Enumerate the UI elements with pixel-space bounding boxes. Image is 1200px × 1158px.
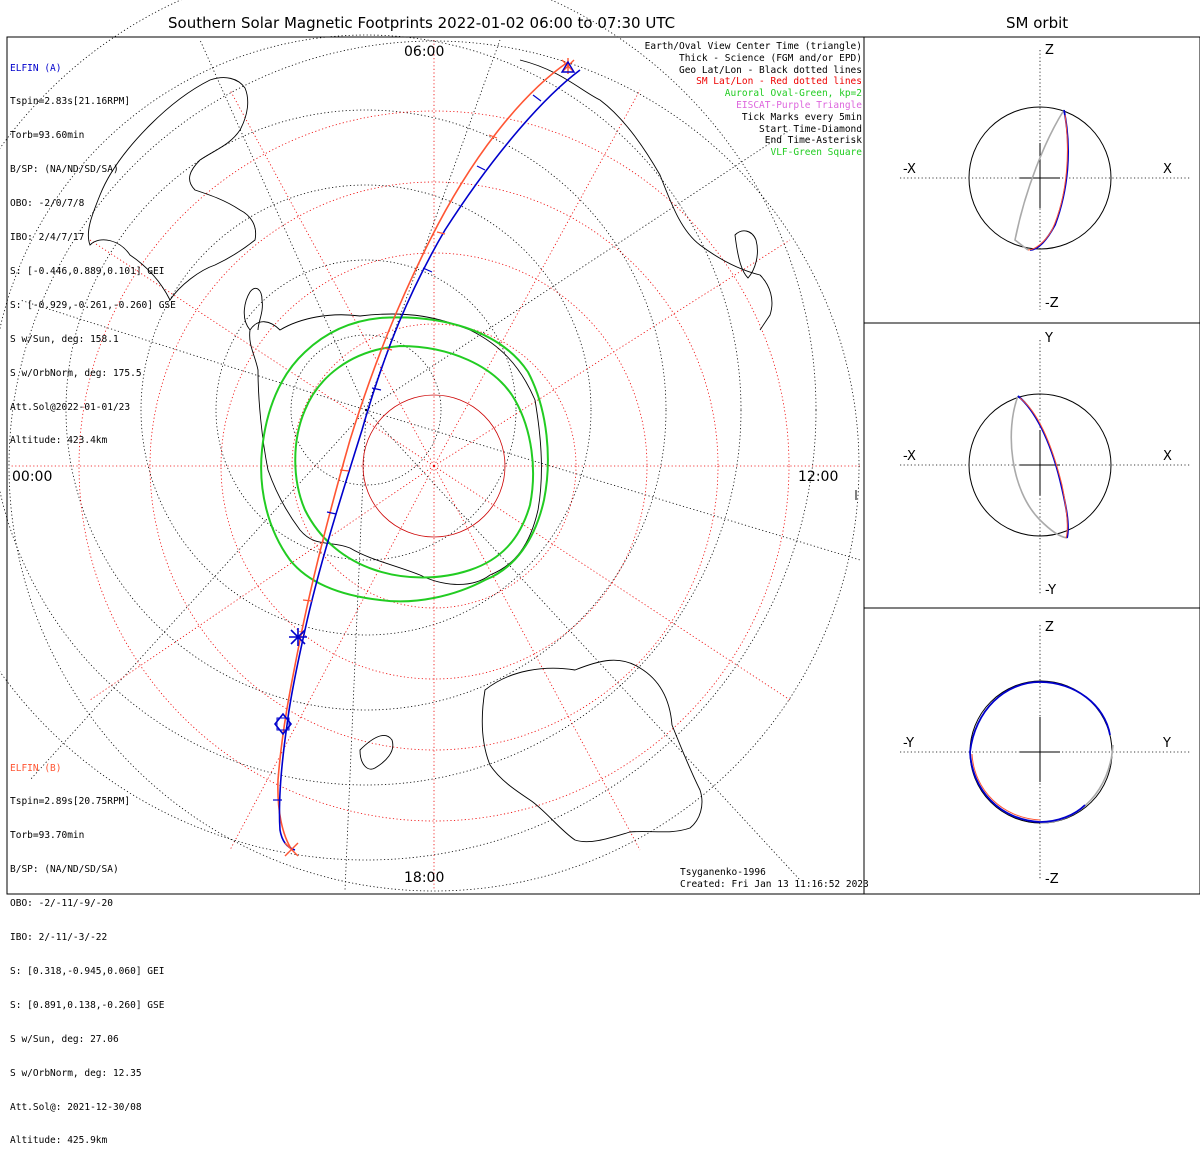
- australia: [481, 659, 703, 843]
- sat-a-info: ELFIN (A) Tspin=2.83s[21.16RPM] Torb=93.…: [10, 40, 176, 458]
- madagascar: [734, 230, 758, 279]
- orbit3-right-label: Y: [1163, 736, 1171, 751]
- sat-a-name: ELFIN (A): [10, 62, 62, 74]
- orbit3-top-label: Z: [1045, 620, 1054, 635]
- orbit2-bottom-label: -Y: [1045, 583, 1057, 598]
- map-rim: [8, 40, 860, 892]
- legend: Earth/Oval View Center Time (triangle) Th…: [645, 41, 862, 159]
- orbit-title: SM orbit: [1006, 14, 1069, 32]
- africa-east: [519, 59, 773, 331]
- sat-a-line: S: [-0.929,-0.261,-0.260] GSE: [10, 299, 176, 311]
- antarctica: [249, 313, 542, 585]
- legend-item: VLF-Green Square: [770, 147, 862, 159]
- legend-item: Geo Lat/Lon - Black dotted lines: [678, 64, 862, 76]
- orbit1-right-label: X: [1163, 162, 1172, 177]
- view-triangle-icon: [284, 60, 576, 857]
- orbit-frame: [863, 36, 1200, 895]
- auroral-oval-outer: [260, 316, 549, 603]
- auroral-ovals: [260, 316, 549, 603]
- elfin-a-track: [278, 69, 581, 851]
- model-credit: Tsyganenko-1996: [680, 867, 766, 878]
- sat-a-line: IBO: 2/4/7/17: [10, 232, 85, 244]
- legend-item: SM Lat/Lon - Red dotted lines: [696, 76, 862, 88]
- start-diamond-icon: [273, 712, 293, 736]
- sat-b-info: ELFIN (B) Tspin=2.89s[20.75RPM] Torb=93.…: [10, 740, 164, 1158]
- south-america: [87, 77, 257, 301]
- sat-a-line: OBO: -2/0/7/8: [10, 198, 85, 210]
- footprint-plot: [0, 0, 1200, 895]
- coastlines: [87, 59, 773, 843]
- legend-item: Start Time-Diamond: [759, 123, 862, 135]
- sat-a-line: Att.Sol@2022-01-01/23: [10, 401, 131, 413]
- orbit1-left-label: -X: [903, 162, 916, 177]
- orbit1-top-label: Z: [1045, 43, 1054, 58]
- sat-a-line: B/SP: (NA/ND/SD/SA): [10, 164, 119, 176]
- sat-b-line: Altitude: 425.9km: [10, 1135, 108, 1147]
- sat-b-name: ELFIN (B): [10, 762, 62, 774]
- orbit2-right-label: X: [1163, 449, 1172, 464]
- new-zealand: [359, 735, 394, 770]
- legend-item: Thick - Science (FGM and/or EPD): [678, 52, 862, 64]
- legend-item: EISCAT-Purple Triangle: [736, 99, 862, 111]
- time-label-left: 00:00: [12, 469, 53, 485]
- sat-b-line: Torb=93.70min: [10, 830, 85, 842]
- sat-b-line: S w/Sun, deg: 27.06: [10, 1033, 119, 1045]
- orbit-panel-yz: [900, 625, 1190, 880]
- sat-a-line: Torb=93.60min: [10, 130, 85, 142]
- sat-b-line: B/SP: (NA/ND/SD/SA): [10, 864, 119, 876]
- time-label-bottom: 18:00: [404, 870, 445, 886]
- orbit3-left-label: -Y: [903, 736, 915, 751]
- elfin-b-track: [277, 61, 569, 851]
- legend-item: Tick Marks every 5min: [741, 111, 862, 123]
- sat-b-line: Tspin=2.89s[20.75RPM]: [10, 796, 131, 808]
- sat-b-line: S: [0.318,-0.945,0.060] GEI: [10, 965, 165, 977]
- orbit2-left-label: -X: [903, 449, 916, 464]
- sat-b-line: S w/OrbNorm, deg: 12.35: [10, 1067, 142, 1079]
- orbit1-bottom-label: -Z: [1045, 296, 1059, 311]
- sat-a-line: Tspin=2.83s[21.16RPM]: [10, 96, 131, 108]
- credit: Tsyganenko-1996 Created: Fri Jan 13 11:1…: [680, 867, 869, 890]
- legend-item: Earth/Oval View Center Time (triangle): [644, 41, 862, 52]
- time-label-top: 06:00: [404, 44, 445, 60]
- sat-a-line: S w/Sun, deg: 158.1: [10, 333, 119, 345]
- sm-grid: [10, 40, 860, 890]
- sat-a-line: S: [-0.446,0.889,0.101] GEI: [10, 265, 165, 277]
- end-asterisk-icon: [289, 628, 307, 646]
- legend-item: Auroral Oval-Green, kp=2: [724, 88, 862, 100]
- orbit-panel-xy: [900, 340, 1190, 595]
- time-label-right: 12:00: [798, 469, 839, 485]
- orbit3-bottom-label: -Z: [1045, 872, 1059, 887]
- page-title: Southern Solar Magnetic Footprints 2022-…: [168, 14, 676, 32]
- created-date: Created: Fri Jan 13 11:16:52 2023: [680, 878, 869, 890]
- sat-b-line: S: [0.891,0.138,-0.260] GSE: [10, 999, 165, 1011]
- geo-grid: [0, 0, 861, 891]
- orbit-panel-xz: [900, 50, 1190, 310]
- sat-b-line: Att.Sol@: 2021-12-30/08: [10, 1101, 142, 1113]
- sat-a-line: Altitude: 423.4km: [10, 435, 108, 447]
- antarctic-peninsula: [243, 287, 263, 331]
- track-ticks: [273, 94, 542, 801]
- sat-b-line: IBO: 2/-11/-3/-22: [10, 932, 108, 944]
- sat-a-line: S w/OrbNorm, deg: 175.5: [10, 367, 142, 379]
- auroral-oval-inner: [294, 344, 535, 579]
- legend-item: End Time-Asterisk: [764, 135, 862, 147]
- orbit2-top-label: Y: [1045, 331, 1053, 346]
